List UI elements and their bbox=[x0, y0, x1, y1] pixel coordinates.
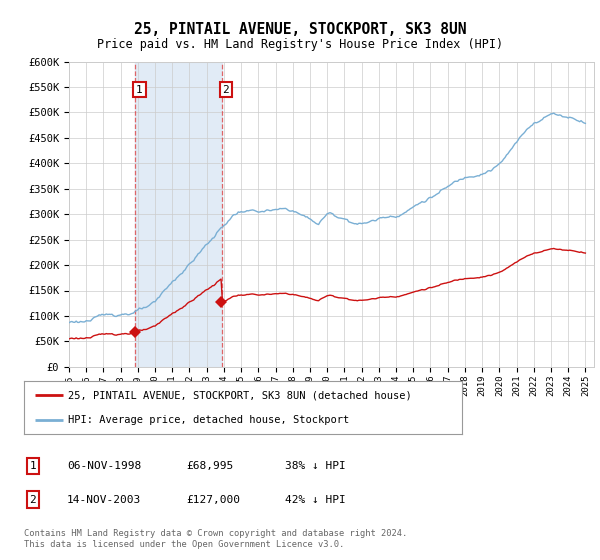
Text: 38% ↓ HPI: 38% ↓ HPI bbox=[285, 461, 346, 471]
Text: 25, PINTAIL AVENUE, STOCKPORT, SK3 8UN: 25, PINTAIL AVENUE, STOCKPORT, SK3 8UN bbox=[134, 22, 466, 38]
Text: 14-NOV-2003: 14-NOV-2003 bbox=[67, 494, 142, 505]
Text: HPI: Average price, detached house, Stockport: HPI: Average price, detached house, Stoc… bbox=[68, 414, 349, 424]
Text: Contains HM Land Registry data © Crown copyright and database right 2024.
This d: Contains HM Land Registry data © Crown c… bbox=[24, 529, 407, 549]
Text: 2: 2 bbox=[29, 494, 37, 505]
Text: 1: 1 bbox=[136, 85, 143, 95]
Text: 1: 1 bbox=[29, 461, 37, 471]
Bar bbox=[135, 62, 221, 367]
Text: 42% ↓ HPI: 42% ↓ HPI bbox=[285, 494, 346, 505]
Text: 2: 2 bbox=[223, 85, 229, 95]
Text: £68,995: £68,995 bbox=[186, 461, 233, 471]
Text: 06-NOV-1998: 06-NOV-1998 bbox=[67, 461, 142, 471]
Text: 25, PINTAIL AVENUE, STOCKPORT, SK3 8UN (detached house): 25, PINTAIL AVENUE, STOCKPORT, SK3 8UN (… bbox=[68, 390, 412, 400]
Text: £127,000: £127,000 bbox=[186, 494, 240, 505]
Text: Price paid vs. HM Land Registry's House Price Index (HPI): Price paid vs. HM Land Registry's House … bbox=[97, 38, 503, 51]
